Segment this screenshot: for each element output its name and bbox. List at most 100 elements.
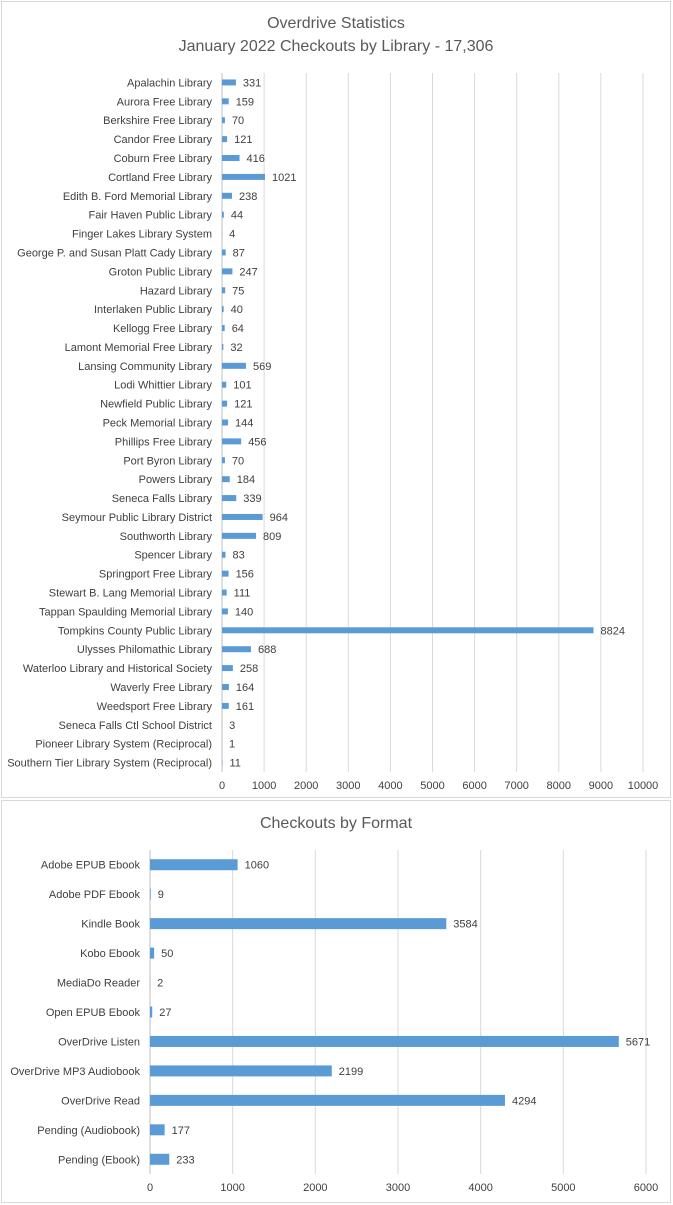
data-label: 4 [229,229,235,241]
bar [222,211,224,218]
bar [222,98,229,105]
category-label: Adobe PDF Ebook [49,889,141,901]
category-label: Newfield Public Library [100,399,212,411]
bar [150,1006,153,1018]
data-label: 238 [239,191,257,203]
x-tick-label: 9000 [589,780,613,792]
data-label: 32 [230,342,242,354]
bar [150,947,155,959]
bar [222,532,257,539]
data-label: 184 [237,474,255,486]
category-label: Open EPUB Ebook [46,1007,141,1019]
category-label: Lamont Memorial Free Library [65,342,213,354]
data-label: 809 [263,531,281,543]
category-label: Tompkins County Public Library [58,625,213,637]
data-label: 3 [229,720,235,732]
category-label: Pending (Ebook) [58,1154,140,1166]
format-chart-panel: Checkouts by Format 0 1000 2000 3000 4000 500… [1,800,671,1203]
bar [222,362,246,369]
category-label: George P. and Susan Platt Cady Library [17,247,212,259]
data-label: 144 [235,418,253,430]
data-label: 164 [236,682,254,694]
category-label: Southworth Library [120,531,213,543]
bar [222,627,594,634]
bar [150,1094,505,1106]
x-tick-label: 3000 [386,1182,410,1194]
data-label: 5671 [626,1036,650,1048]
bar [150,918,447,930]
bar [222,608,228,615]
bar [150,1153,170,1165]
data-label: 161 [236,701,254,713]
bar [222,570,229,577]
category-label: Port Byron Library [123,455,212,467]
category-label: OverDrive Read [61,1095,140,1107]
bar [222,268,233,275]
category-label: Kobo Ebook [80,948,140,960]
bar [222,117,225,124]
bar [222,419,229,426]
category-label: Coburn Free Library [114,153,213,165]
data-label: 121 [234,399,252,411]
x-tick-label: 10000 [628,780,659,792]
category-label: OverDrive MP3 Audiobook [10,1066,140,1078]
chart-title-format: Checkouts by Format [259,815,413,832]
category-label: Cortland Free Library [108,172,212,184]
data-label: 111 [234,588,251,600]
bar [222,287,226,294]
bar [150,888,151,900]
bar [222,665,233,672]
bar [150,859,238,871]
data-label: 70 [232,455,244,467]
data-label: 258 [240,663,258,675]
x-tick-label: 2000 [303,1182,327,1194]
x-tick-label: 1000 [252,780,276,792]
category-label: Phillips Free Library [115,436,213,448]
data-label: 2 [157,978,163,990]
data-label: 64 [232,323,244,335]
x-tick-label: 1000 [220,1182,244,1194]
bar [150,1035,619,1047]
category-label: Candor Free Library [114,134,213,146]
bar [150,1065,332,1077]
data-label: 11 [229,758,240,770]
category-label: Kellogg Free Library [113,323,213,335]
data-label: 27 [159,1007,171,1019]
bar [222,438,242,445]
x-tick-label: 4000 [378,780,402,792]
data-label: 456 [248,436,266,448]
chart-subtitle: January 2022 Checkouts by Library - 17,3… [178,38,494,55]
x-tick-label: 0 [147,1182,153,1194]
category-label: Berkshire Free Library [103,115,212,127]
bar [222,249,226,256]
data-label: 50 [161,948,173,960]
category-label: Fair Haven Public Library [89,210,213,222]
category-label: Tappan Spaulding Memorial Library [39,606,213,618]
category-label: Aurora Free Library [117,96,213,108]
data-label: 331 [243,77,261,89]
x-tick-label: 7000 [504,780,528,792]
category-label: Interlaken Public Library [94,304,213,316]
category-label: Kindle Book [81,919,140,931]
category-label: Edith B. Ford Memorial Library [63,191,213,203]
data-label: 3584 [453,919,477,931]
category-label: Seneca Falls Library [112,493,213,505]
data-label: 44 [231,210,243,222]
bar [222,476,230,483]
bar [222,155,240,162]
bar [222,400,228,407]
category-label: Seymour Public Library District [62,512,212,524]
bar [222,136,228,143]
data-label: 233 [176,1154,194,1166]
category-label: Hazard Library [140,285,213,297]
category-label: Lansing Community Library [78,361,212,373]
data-label: 688 [258,644,276,656]
x-tick-label: 5000 [551,1182,575,1194]
category-label: MediaDo Reader [57,978,140,990]
category-label: Pioneer Library System (Reciprocal) [35,739,212,751]
bar [222,551,226,558]
bar [222,79,236,86]
data-label: 247 [239,266,257,278]
category-label: Groton Public Library [109,266,213,278]
bar [222,646,251,653]
